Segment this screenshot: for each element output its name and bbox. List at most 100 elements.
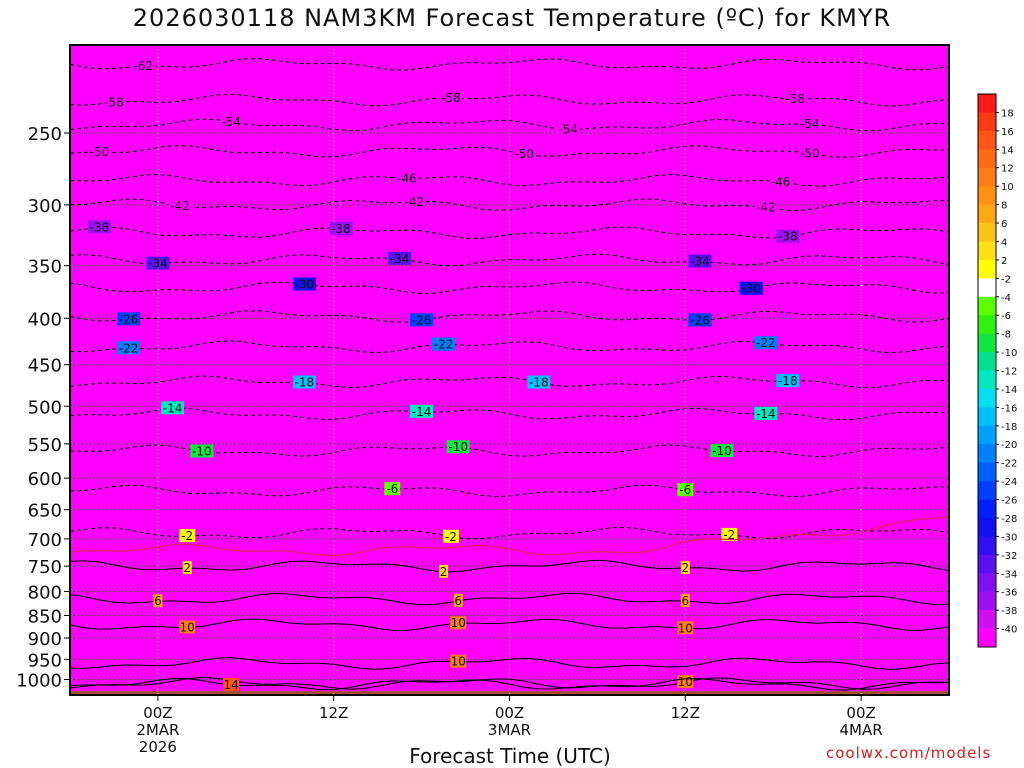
contour-line: [70, 657, 949, 670]
contour-label-bg: [439, 564, 449, 578]
contour-line: [70, 444, 949, 458]
contour-label-bg: [161, 401, 185, 415]
freezing-line: [70, 515, 949, 557]
contour-label-bg: [219, 114, 243, 128]
contour-label-bg: [776, 374, 800, 388]
contour-line: [70, 281, 949, 295]
contour-label: -62: [133, 59, 153, 73]
colorbar-label: -4: [1001, 293, 1011, 304]
x-tick-label: 2026: [139, 738, 177, 756]
contour-label-bg: [769, 174, 793, 188]
colorbar-label: -32: [1001, 551, 1017, 562]
contour-line: [70, 226, 949, 239]
y-tick-label: 1000: [16, 671, 62, 692]
colorbar-swatch: [978, 425, 996, 445]
contour-label-bg: [688, 313, 712, 327]
contour-label: 10: [451, 655, 466, 669]
colorbar-swatch: [978, 481, 996, 501]
contour-label: -54: [558, 123, 578, 137]
contour-label-bg: [721, 527, 738, 541]
colorbar-swatch: [978, 223, 996, 242]
colorbar-swatch: [978, 554, 996, 574]
contour-line: [70, 676, 949, 690]
contour-line: [70, 484, 949, 498]
contour-label: -26: [412, 313, 432, 327]
contour-label: -50: [800, 147, 820, 161]
contour-label: -58: [104, 95, 124, 109]
contour-label: -58: [441, 91, 461, 105]
contour-label: -46: [397, 171, 417, 185]
contour-label: -38: [89, 220, 109, 234]
colorbar-label: -24: [1001, 477, 1017, 488]
contour-label-bg: [402, 195, 426, 209]
colorbar-swatch: [978, 130, 996, 150]
contour-label-bg: [754, 200, 778, 214]
colorbar-label: -6: [1001, 311, 1011, 322]
colorbar-swatch: [978, 167, 996, 187]
contour-label-bg: [117, 341, 141, 355]
y-tick-label: 900: [28, 629, 62, 650]
contour-label: -50: [89, 145, 109, 159]
colorbar-swatch: [978, 186, 996, 206]
contour-label-bg: [680, 593, 690, 607]
colorbar-label: -30: [1001, 532, 1017, 543]
contour-label-bg: [190, 444, 214, 458]
y-tick-label: 250: [28, 124, 62, 145]
contour-label: 6: [681, 594, 689, 608]
colorbar-label: 10: [1001, 182, 1014, 193]
colorbar-label: -34: [1001, 569, 1017, 580]
contour-label: -30: [741, 282, 761, 296]
contour-label: -38: [331, 222, 351, 236]
colorbar-label: -12: [1001, 367, 1017, 378]
watermark-link[interactable]: coolwx.com/models: [826, 744, 992, 762]
contour-line: [70, 618, 949, 631]
x-tick-label: 00Z: [143, 704, 172, 722]
colorbar-swatch: [978, 388, 996, 408]
y-tick-label: 950: [28, 650, 62, 671]
colorbar-swatch: [978, 94, 996, 113]
contour-label-bg: [776, 229, 800, 243]
colorbar-swatch: [978, 536, 996, 556]
x-tick-label: 2MAR: [136, 721, 179, 739]
colorbar-label: -16: [1001, 403, 1017, 414]
contour-label: -2: [445, 530, 457, 544]
contour-label: 10: [678, 621, 693, 635]
contour-line: [70, 592, 949, 606]
contour-label: 2: [440, 565, 448, 579]
contour-label-bg: [223, 678, 240, 692]
colorbar-swatch: [978, 352, 996, 371]
colorbar-swatch: [978, 112, 996, 132]
colorbar-swatch: [978, 628, 996, 648]
colorbar-label: 12: [1001, 164, 1014, 175]
colorbar-label: -26: [1001, 496, 1017, 507]
contour-label-bg: [432, 337, 456, 351]
colorbar-label: 6: [1001, 219, 1007, 230]
y-tick-label: 750: [28, 557, 62, 578]
contour-label: -26: [119, 312, 139, 326]
x-tick-label: 12Z: [319, 704, 348, 722]
contour-label-bg: [388, 251, 412, 265]
y-tick-label: 400: [28, 309, 62, 330]
colorbar-label: -20: [1001, 440, 1017, 451]
contour-label-bg: [677, 621, 694, 635]
colorbar-swatch: [978, 315, 996, 335]
x-tick-label: 00Z: [846, 704, 875, 722]
contour-label-bg: [146, 256, 170, 270]
y-tick-label: 850: [28, 606, 62, 627]
contour-label-bg: [512, 147, 536, 161]
contour-label-bg: [292, 277, 316, 291]
contour-label-bg: [783, 92, 807, 106]
contour-label-bg: [688, 254, 712, 268]
contour-label-bg: [450, 654, 467, 668]
colorbar-swatch: [978, 259, 996, 279]
colorbar-label: -38: [1001, 606, 1017, 617]
colorbar-label: 14: [1001, 145, 1014, 156]
colorbar-label: 16: [1001, 127, 1014, 138]
contour-label-bg: [102, 95, 126, 109]
y-tick-label: 650: [28, 501, 62, 522]
contour-label: -54: [221, 115, 241, 129]
colorbar-label: 18: [1001, 108, 1014, 119]
contour-label-bg: [182, 561, 192, 575]
contour-label-bg: [677, 483, 694, 497]
